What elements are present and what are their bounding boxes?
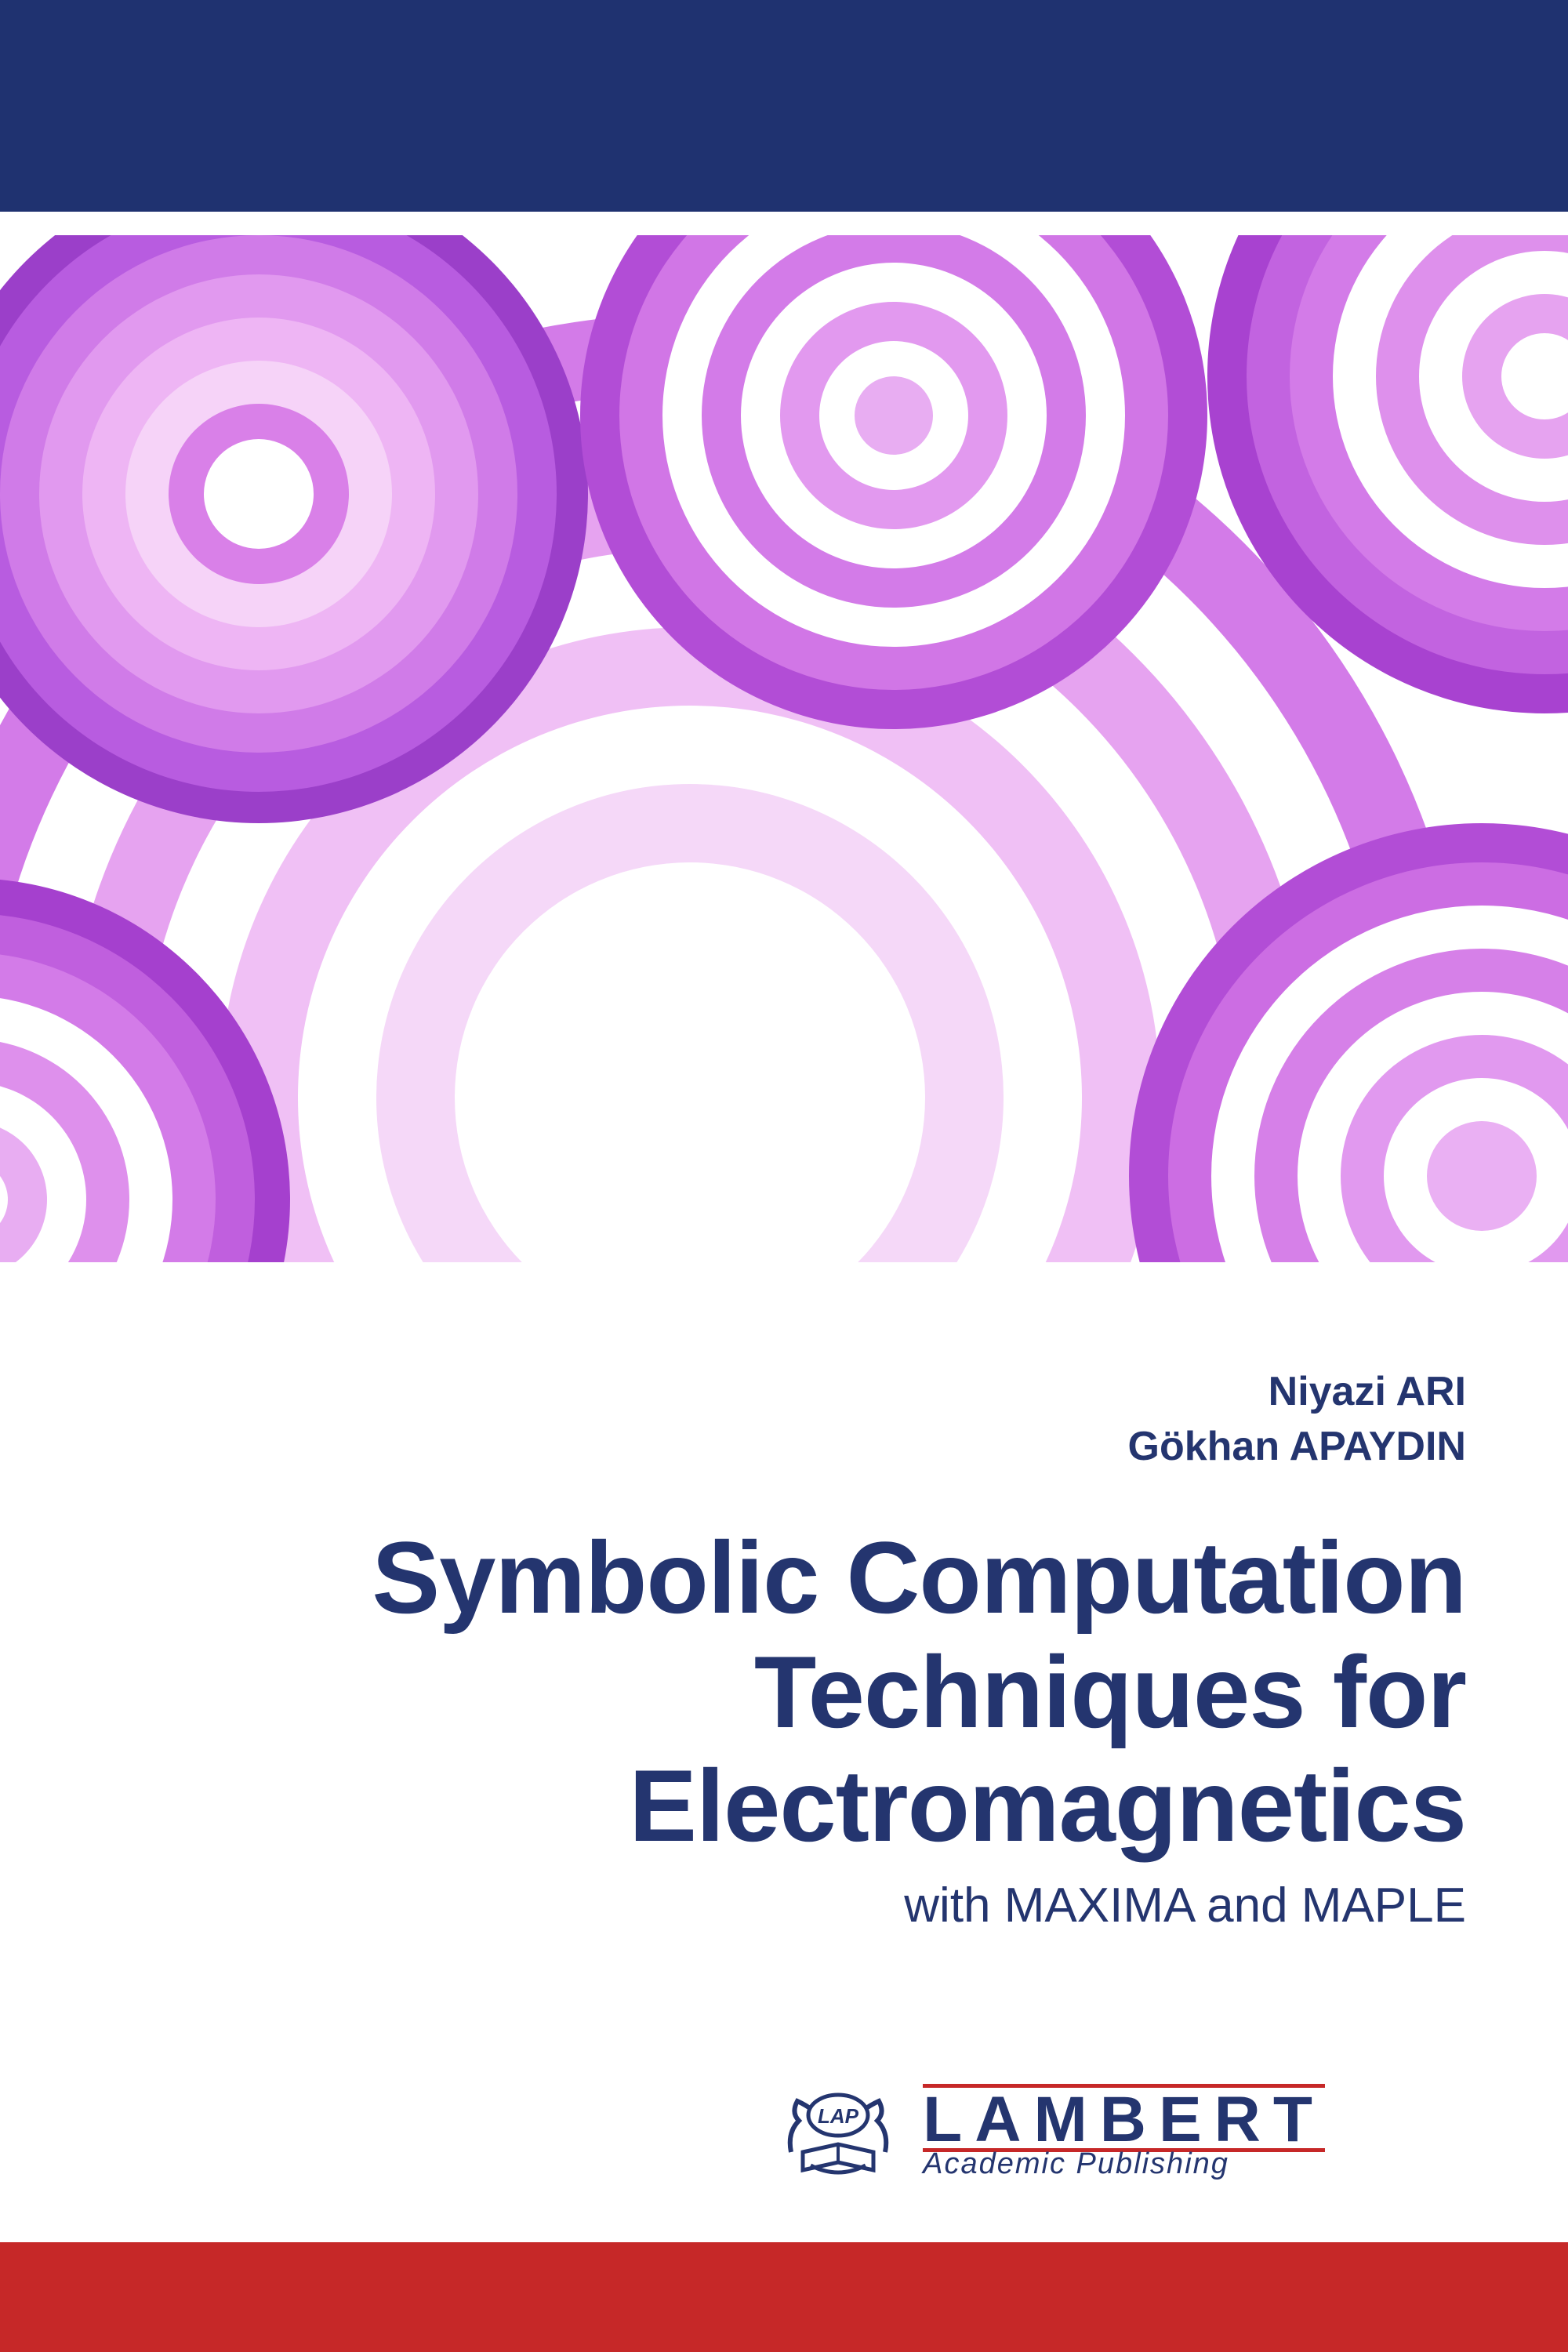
author-2: Gökhan APAYDIN — [1128, 1419, 1467, 1474]
book-title: Symbolic Computation Techniques for Elec… — [372, 1521, 1466, 1864]
authors-block: Niyazi ARI Gökhan APAYDIN — [1128, 1364, 1467, 1474]
book-subtitle: with MAXIMA and MAPLE — [904, 1878, 1466, 1933]
title-line-2: Techniques for — [372, 1635, 1466, 1750]
emblem-text: LAP — [818, 2104, 859, 2128]
publisher-tagline: Academic Publishing — [923, 2147, 1325, 2181]
publisher-emblem-icon: LAP — [775, 2078, 901, 2187]
top-bar — [0, 0, 1568, 212]
publisher-text: LAMBERT Academic Publishing — [923, 2084, 1325, 2182]
publisher-name: LAMBERT — [923, 2084, 1325, 2153]
author-1: Niyazi ARI — [1128, 1364, 1467, 1419]
title-line-1: Symbolic Computation — [372, 1521, 1466, 1635]
publisher-logo: LAP LAMBERT Academic Publishing — [775, 2078, 1325, 2187]
title-line-3: Electromagnetics — [372, 1749, 1466, 1864]
cover-graphic — [0, 235, 1568, 1262]
bottom-bar — [0, 2242, 1568, 2352]
